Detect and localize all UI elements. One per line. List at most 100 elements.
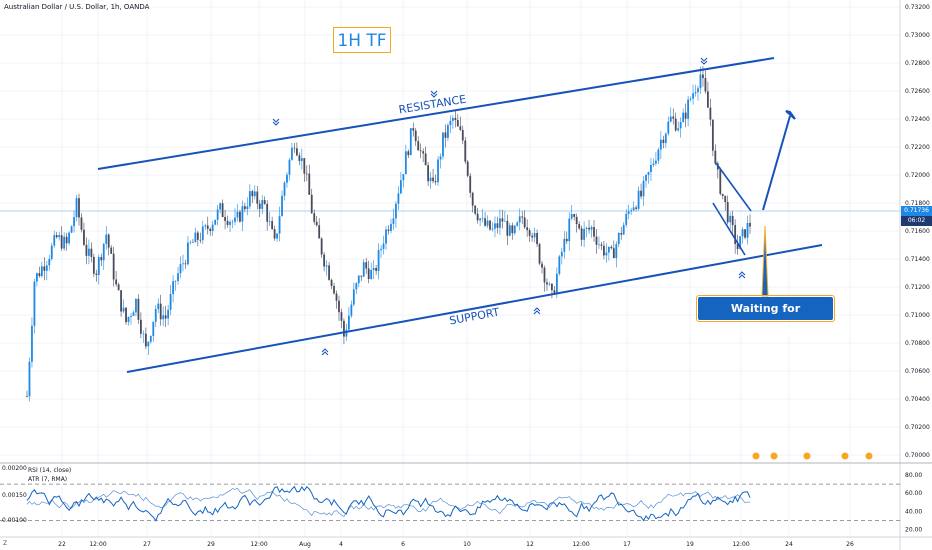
candle-body <box>677 128 680 131</box>
candle-body <box>196 232 199 240</box>
candle-body <box>343 320 345 337</box>
candle-body <box>679 122 682 129</box>
z-toggle[interactable]: Z <box>3 540 8 547</box>
candle-body <box>375 267 378 271</box>
chevron-down-icon <box>430 90 438 98</box>
candle-body <box>721 193 724 196</box>
candle-body <box>422 151 425 154</box>
candle-body <box>610 246 613 249</box>
candle-body <box>494 223 496 229</box>
candle-body <box>333 285 335 294</box>
candle-body <box>511 225 514 234</box>
candle-body <box>580 228 583 240</box>
candle-body <box>531 235 534 238</box>
candle-body <box>350 304 353 316</box>
candle-body <box>142 333 145 335</box>
price-tick-label: 0.71800 <box>905 200 930 207</box>
candle-body <box>258 203 261 209</box>
candle-body <box>516 222 519 226</box>
candle-body <box>125 307 127 323</box>
projection-arrow-line <box>762 115 791 211</box>
price-tick-label: 0.70000 <box>905 452 930 459</box>
callout-border <box>696 295 835 322</box>
candle-body <box>268 221 271 222</box>
candle-body <box>221 203 224 217</box>
candle-body <box>652 163 655 165</box>
candle-body <box>474 205 477 214</box>
candle-body <box>729 215 732 223</box>
candle-body <box>702 74 704 79</box>
candle-body <box>174 281 177 282</box>
rsi-tick-label: 40.00 <box>905 508 922 515</box>
candle-body <box>595 236 598 245</box>
time-tick-label: 27 <box>143 541 151 548</box>
candle-body <box>689 98 692 100</box>
candle-body <box>635 207 638 209</box>
candle-body <box>617 232 620 245</box>
candle-body <box>157 303 160 310</box>
candle-body <box>360 275 363 277</box>
candle-body <box>367 268 370 280</box>
candle-body <box>447 125 449 138</box>
candle-body <box>466 161 469 176</box>
candle-body <box>553 290 556 294</box>
atr-label: ATR (7, RMA) <box>28 476 68 483</box>
candle-body <box>380 248 382 251</box>
candle-body <box>219 203 222 210</box>
candle-body <box>251 191 254 197</box>
candle-body <box>726 202 729 223</box>
candle-body <box>456 120 459 127</box>
price-tick-label: 0.70800 <box>905 340 930 347</box>
candle-body <box>194 232 197 243</box>
chevron-marks <box>272 57 746 356</box>
candle-body <box>323 254 326 267</box>
time-tick-label: Aug <box>299 541 311 548</box>
price-tick-label: 0.70600 <box>905 368 930 375</box>
candle-body <box>647 172 650 176</box>
candle-body <box>347 315 350 330</box>
candle-body <box>699 74 702 89</box>
candle-body <box>372 267 375 270</box>
candle-body <box>489 220 491 230</box>
atr-line <box>26 487 750 517</box>
candle-body <box>357 275 360 284</box>
candle-body <box>546 282 548 285</box>
candle-body <box>429 177 432 182</box>
candle-body <box>503 220 506 222</box>
candle-body <box>50 245 53 259</box>
candle-body <box>28 361 31 397</box>
candle-body <box>291 147 293 160</box>
candle-body <box>127 316 130 323</box>
candle-body <box>555 273 558 294</box>
candle-body <box>286 174 288 183</box>
time-tick-label: 12:00 <box>732 541 749 548</box>
candle-body <box>45 265 48 271</box>
candle-body <box>43 266 46 271</box>
candle-body <box>565 238 568 242</box>
candle-body <box>303 158 306 174</box>
candle-body <box>68 232 70 244</box>
candle-body <box>159 303 162 320</box>
candle-body <box>667 121 670 134</box>
candle-body <box>206 225 209 229</box>
candle-body <box>543 267 546 283</box>
candle-body <box>404 151 407 175</box>
candle-body <box>583 228 586 240</box>
candle-body <box>605 252 608 256</box>
price-axis: 0.73200 0.73000 0.72800 0.72600 0.72400 0.722… <box>905 4 930 459</box>
time-tick-label: 12 <box>526 541 534 548</box>
candle-body <box>377 250 380 271</box>
candle-body <box>310 194 313 214</box>
candle-body <box>162 315 165 320</box>
indicator-pane: 80.00 60.00 40.00 20.00 0.00200 0.00150 0.0010… <box>0 465 922 533</box>
candle-body <box>518 216 521 223</box>
candle-body <box>627 211 630 214</box>
candle-body <box>48 258 51 266</box>
candle-body <box>694 92 697 94</box>
candle-body <box>135 298 137 313</box>
candle-body <box>603 245 605 256</box>
candle-body <box>637 190 640 209</box>
candle-body <box>293 147 296 149</box>
last-price-tag: 0.71736 <box>901 206 932 216</box>
